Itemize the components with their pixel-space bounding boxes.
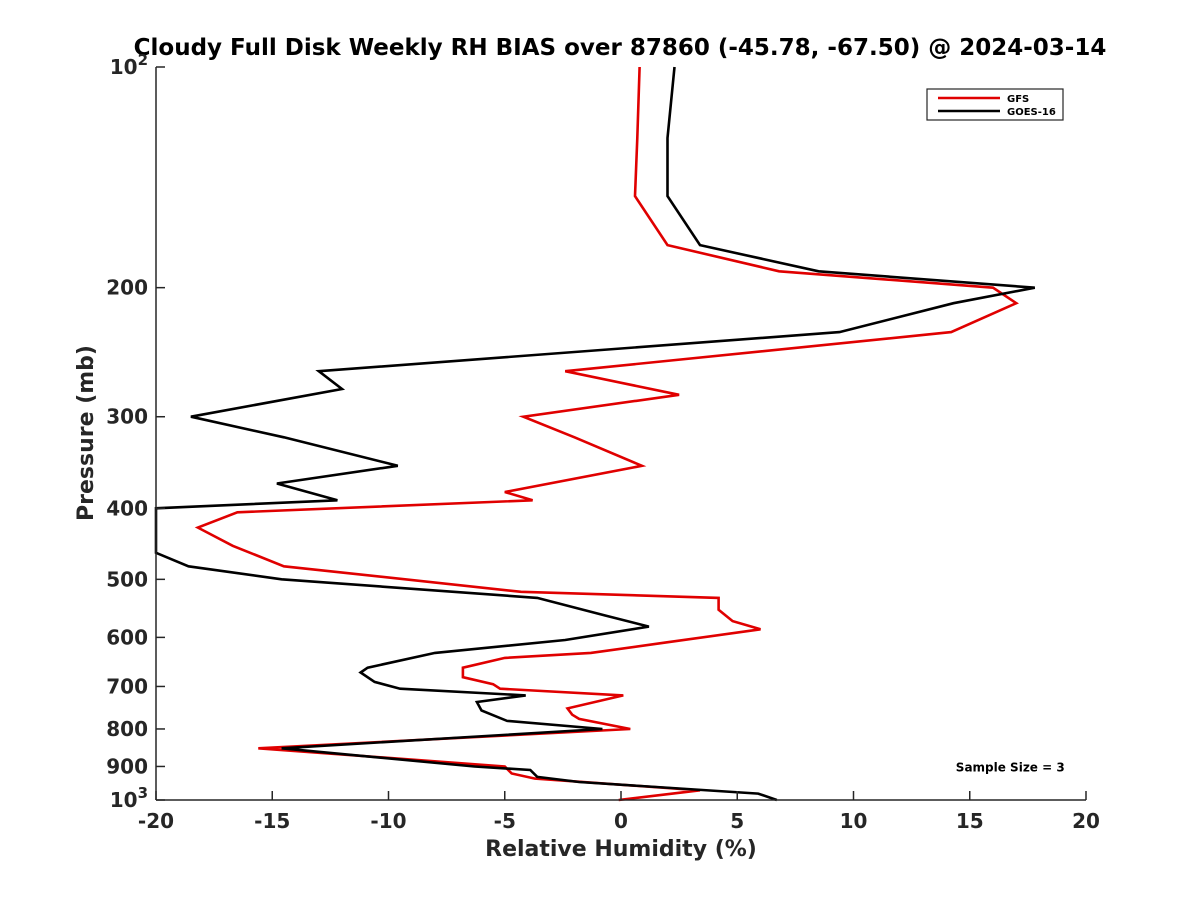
y-tick-label: 102 xyxy=(110,51,148,79)
y-tick-label: 800 xyxy=(106,717,148,741)
legend-label-goes16: GOES-16 xyxy=(1007,107,1056,118)
x-tick-label: 5 xyxy=(730,809,744,833)
x-tick-label: 10 xyxy=(840,809,868,833)
x-axis-ticks: -20 -15 -10 -5 0 5 10 15 20 xyxy=(138,791,1100,833)
y-tick-label: 600 xyxy=(106,625,148,649)
x-tick-label: -20 xyxy=(138,809,174,833)
y-axis-label: Pressure (mb) xyxy=(74,345,99,521)
y-tick-label: 300 xyxy=(106,405,148,429)
x-tick-label: -10 xyxy=(370,809,406,833)
chart-title: Cloudy Full Disk Weekly RH BIAS over 878… xyxy=(134,35,1107,61)
x-tick-label: -5 xyxy=(494,809,516,833)
sample-size-annotation: Sample Size = 3 xyxy=(956,760,1065,774)
x-tick-label: -15 xyxy=(254,809,290,833)
x-tick-label: 0 xyxy=(614,809,628,833)
y-tick-label: 103 xyxy=(110,784,148,812)
series-line-gfs xyxy=(194,66,1019,802)
y-tick-label: 400 xyxy=(106,496,148,520)
y-tick-label: 700 xyxy=(106,674,148,698)
legend-box xyxy=(926,88,1064,121)
legend-label-gfs: GFS xyxy=(1007,94,1029,105)
x-axis-label: Relative Humidity (%) xyxy=(485,837,757,862)
series-layer xyxy=(154,66,1036,802)
x-tick-label: 15 xyxy=(956,809,984,833)
y-tick-label: 500 xyxy=(106,567,148,591)
x-tick-label: 20 xyxy=(1072,809,1100,833)
series-line-goes16 xyxy=(154,66,1036,802)
y-tick-label: 900 xyxy=(106,754,148,778)
y-axis-ticks: 102 200 300 400 500 600 700 800 900 103 xyxy=(106,51,165,812)
plot-area: -20 -15 -10 -5 0 5 10 15 20 102 200 300 400 500 600 70… xyxy=(106,51,1100,833)
legend: GFS GOES-16 xyxy=(926,88,1064,121)
y-tick-label: 200 xyxy=(106,276,148,300)
